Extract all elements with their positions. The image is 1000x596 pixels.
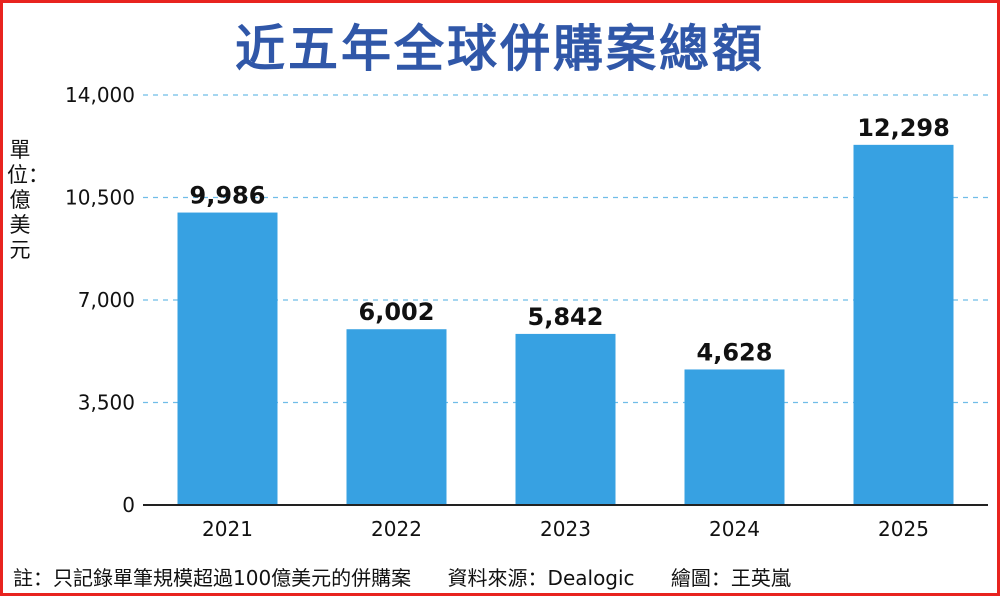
footer-note: 註：只記錄單筆規模超過100億美元的併購案	[13, 566, 412, 590]
y-tick-label: 3,500	[78, 391, 135, 415]
data-label: 4,628	[697, 338, 773, 366]
bar	[346, 329, 447, 505]
y-axis-unit-label: 單位：億美元	[7, 138, 49, 262]
bar	[853, 144, 954, 505]
x-tick-label: 2022	[371, 517, 422, 541]
y-tick-label: 10,500	[65, 186, 135, 210]
bar	[515, 333, 616, 505]
footer-credit: 繪圖：王英嵐	[670, 566, 791, 590]
data-label: 12,298	[857, 114, 950, 142]
footer: 註：只記錄單筆規模超過100億美元的併購案 資料來源：Dealogic 繪圖：王…	[13, 562, 993, 591]
y-tick-label: 7,000	[78, 288, 135, 312]
bar	[684, 369, 785, 505]
x-tick-label: 2025	[878, 517, 929, 541]
chart-title: 近五年全球併購案總額	[235, 20, 765, 78]
y-tick-label: 0	[122, 493, 135, 517]
data-label: 9,986	[190, 182, 266, 210]
x-tick-label: 2021	[202, 517, 253, 541]
footer-source: 資料來源：Dealogic	[447, 566, 635, 590]
bar	[177, 212, 278, 505]
x-tick-label: 2023	[540, 517, 591, 541]
x-tick-label: 2024	[709, 517, 760, 541]
data-label: 5,842	[528, 303, 604, 331]
bar-chart: 0 3,500 7,000 10,500 14,000 9,986 2021 6,002 202…	[65, 83, 988, 541]
y-tick-label: 14,000	[65, 83, 135, 107]
data-label: 6,002	[359, 298, 435, 326]
